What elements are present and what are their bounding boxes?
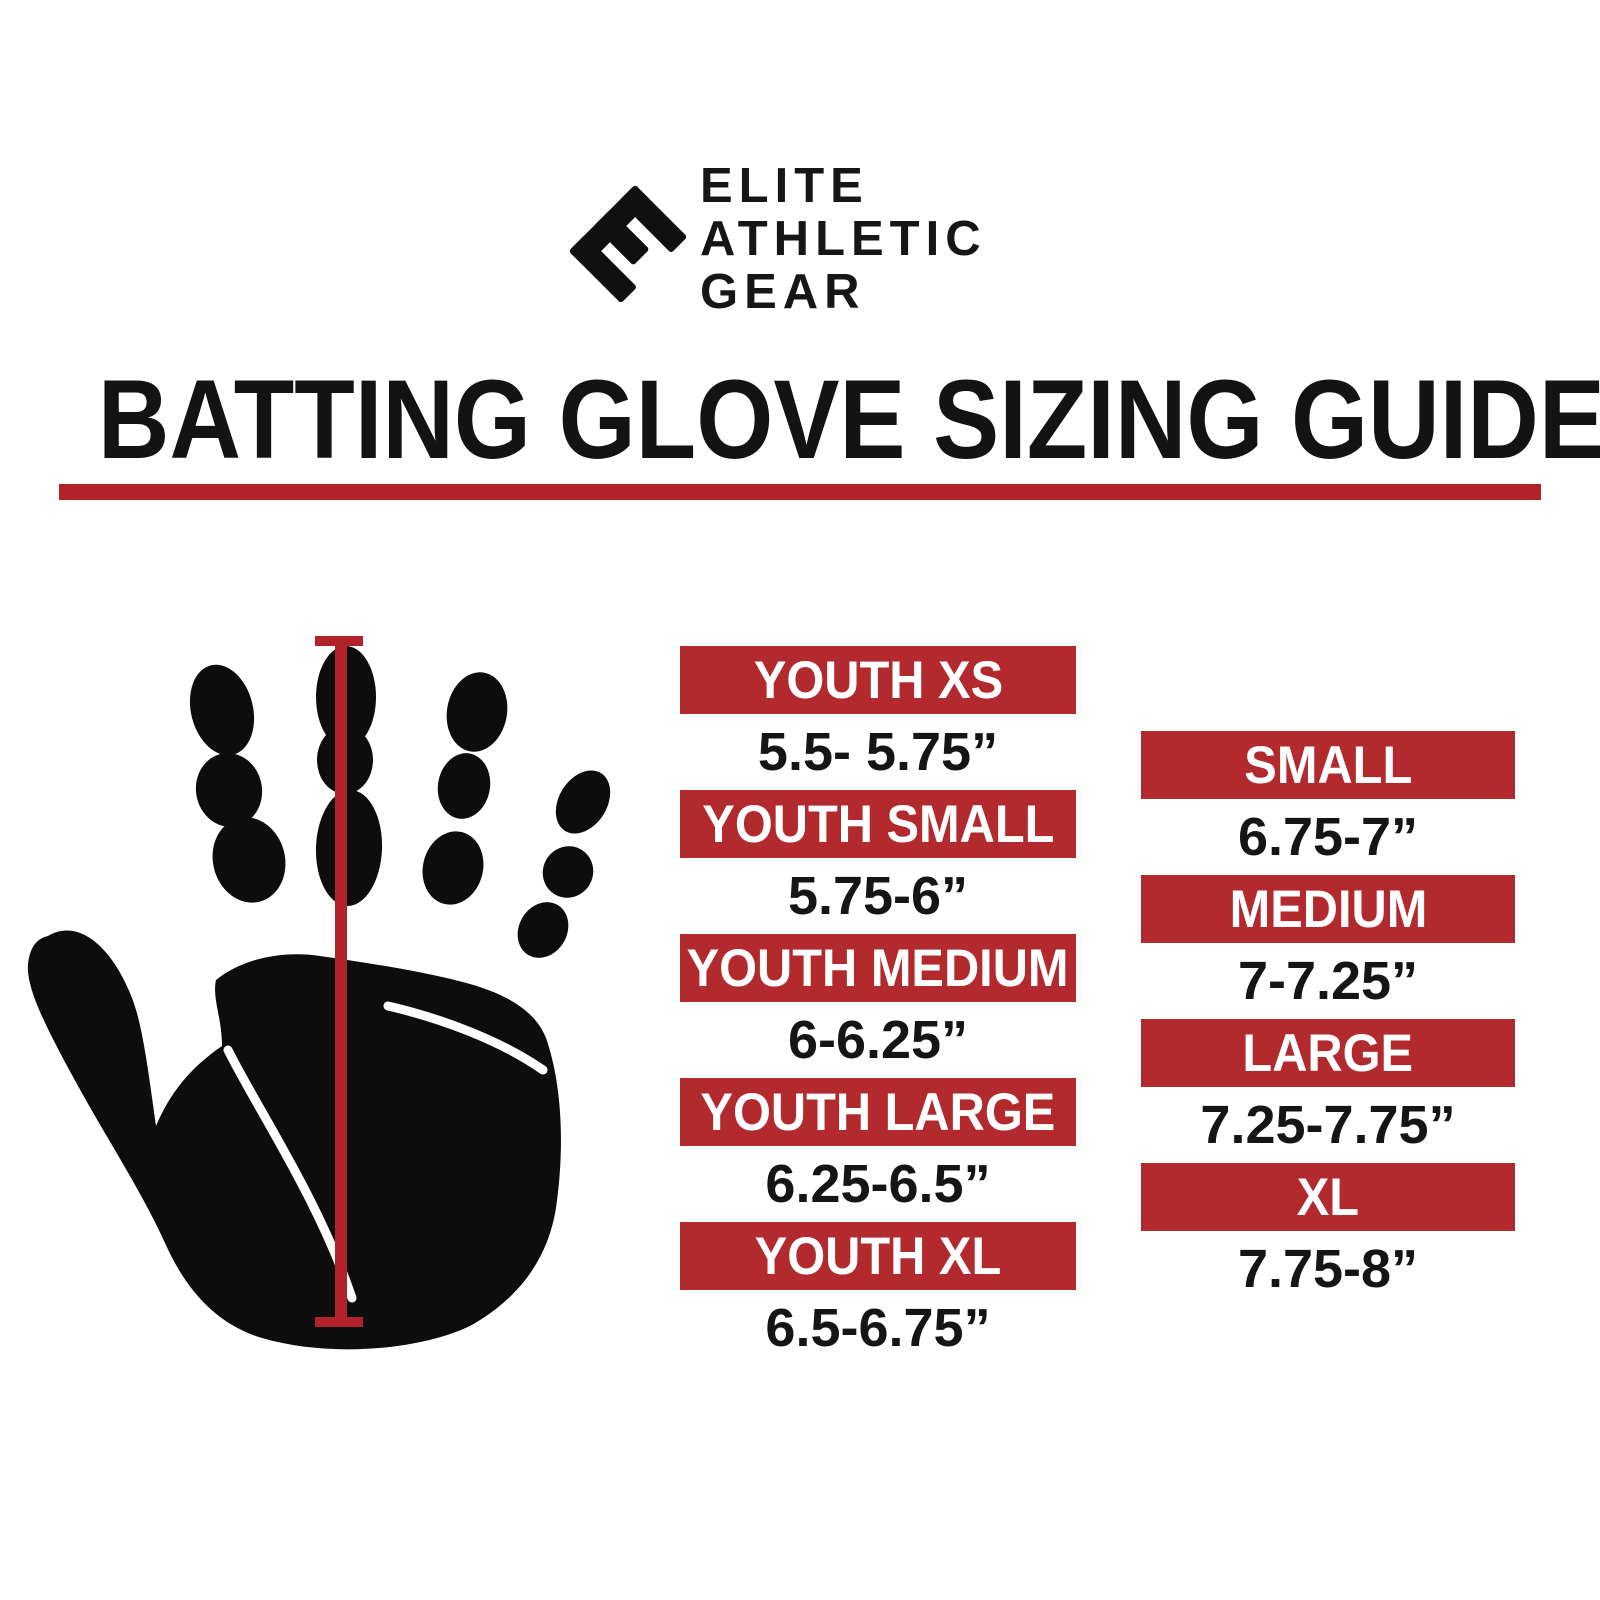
size-range-value: 7.75-8” (1237, 1239, 1419, 1299)
size-entry: XL 7.75-8” (1141, 1163, 1515, 1307)
size-range-value: 5.75-6” (787, 866, 969, 926)
size-banner: YOUTH LARGE (680, 1078, 1076, 1146)
brand-line-2: ATHLETIC (700, 212, 987, 266)
measurement-line (315, 636, 363, 1327)
page-title-text: BATTING GLOVE SIZING GUIDE (97, 357, 1600, 482)
size-range: 7.25-7.75” (1141, 1087, 1515, 1163)
size-range: 7.75-8” (1141, 1231, 1515, 1307)
size-label: LARGE (1242, 1023, 1414, 1083)
hand-silhouette-graphic (27, 636, 611, 1350)
size-range: 6-6.25” (680, 1002, 1076, 1078)
size-range-value: 6.25-6.5” (765, 1154, 991, 1214)
size-label: XL (1296, 1167, 1360, 1227)
size-entry: YOUTH XL 6.5-6.75” (680, 1222, 1076, 1366)
size-entry: YOUTH XS 5.5- 5.75” (680, 646, 1076, 790)
size-range: 5.75-6” (680, 858, 1076, 934)
size-range-value: 6.5-6.75” (765, 1298, 991, 1358)
brand-line-3: GEAR (700, 265, 866, 319)
page-title: BATTING GLOVE SIZING GUIDE (0, 357, 1600, 482)
size-banner: SMALL (1141, 731, 1515, 799)
size-range-value: 6-6.25” (787, 1010, 969, 1070)
size-entry: SMALL 6.75-7” (1141, 731, 1515, 875)
brand-wordmark: ELITE ATHLETIC GEAR (700, 160, 987, 319)
brand-line-1: ELITE (700, 159, 869, 213)
size-entry: YOUTH LARGE 6.25-6.5” (680, 1078, 1076, 1222)
size-label: YOUTH XL (754, 1226, 1002, 1286)
size-range-value: 5.5- 5.75” (757, 722, 999, 782)
size-range-value: 7-7.25” (1237, 951, 1419, 1011)
size-banner: YOUTH XS (680, 646, 1076, 714)
size-banner: XL (1141, 1163, 1515, 1231)
size-label: SMALL (1244, 735, 1412, 795)
handprint-icon (27, 646, 611, 1350)
size-banner: LARGE (1141, 1019, 1515, 1087)
size-entry: LARGE 7.25-7.75” (1141, 1019, 1515, 1163)
brand-logo-icon (569, 185, 687, 303)
size-range: 5.5- 5.75” (680, 714, 1076, 790)
youth-size-column: YOUTH XS 5.5- 5.75” YOUTH SMALL 5.75-6” YOUT… (680, 646, 1076, 1366)
size-range-value: 7.25-7.75” (1200, 1095, 1456, 1155)
size-entry: YOUTH MEDIUM 6-6.25” (680, 934, 1076, 1078)
size-entry: YOUTH SMALL 5.75-6” (680, 790, 1076, 934)
size-label: YOUTH MEDIUM (687, 938, 1069, 998)
size-banner: YOUTH MEDIUM (680, 934, 1076, 1002)
size-range: 7-7.25” (1141, 943, 1515, 1019)
size-banner: MEDIUM (1141, 875, 1515, 943)
size-banner: YOUTH XL (680, 1222, 1076, 1290)
title-underline-rule (59, 484, 1541, 500)
size-label: YOUTH XS (753, 650, 1003, 710)
size-banner: YOUTH SMALL (680, 790, 1076, 858)
size-label: MEDIUM (1229, 879, 1427, 939)
size-label: YOUTH SMALL (701, 794, 1055, 854)
size-label: YOUTH LARGE (700, 1082, 1056, 1142)
size-range: 6.25-6.5” (680, 1146, 1076, 1222)
size-range: 6.5-6.75” (680, 1290, 1076, 1366)
size-range-value: 6.75-7” (1237, 807, 1419, 867)
adult-size-column: SMALL 6.75-7” MEDIUM 7-7.25” LARGE 7.25-7.75”… (1141, 731, 1515, 1307)
size-range: 6.75-7” (1141, 799, 1515, 875)
size-entry: MEDIUM 7-7.25” (1141, 875, 1515, 1019)
